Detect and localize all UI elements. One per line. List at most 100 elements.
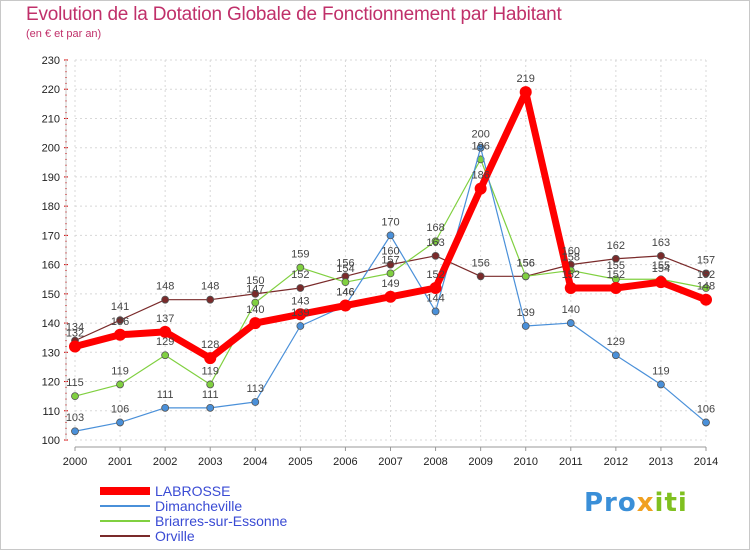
legend-label: Briarres-sur-Essonne [155, 513, 288, 529]
y-tick-label: 110 [42, 406, 60, 418]
data-point [294, 308, 307, 321]
data-point [431, 251, 440, 260]
data-label: 139 [517, 307, 535, 319]
data-point [71, 392, 79, 401]
data-point [611, 254, 620, 263]
x-tick-label: 2006 [333, 456, 357, 468]
data-label: 113 [247, 383, 265, 395]
legend-label: Orville [155, 528, 195, 544]
data-label: 160 [381, 246, 399, 258]
data-point [159, 325, 172, 338]
data-label: 152 [697, 269, 715, 281]
data-label: 132 [66, 327, 84, 339]
data-label: 159 [291, 249, 309, 261]
data-point [296, 263, 305, 272]
x-tick-label: 2010 [513, 456, 537, 468]
data-point [657, 380, 665, 389]
data-point [114, 328, 127, 341]
x-tick-label: 2001 [108, 456, 132, 468]
data-point [206, 295, 215, 304]
legend-item: LABROSSE [100, 483, 400, 499]
data-point [161, 295, 170, 304]
data-label: 156 [517, 257, 535, 269]
data-label: 129 [156, 336, 174, 348]
legend: LABROSSE Dimancheville Briarres-sur-Essonn… [100, 483, 400, 544]
data-label: 156 [517, 257, 535, 269]
data-label: 152 [607, 269, 625, 281]
data-label: 134 [66, 322, 84, 334]
data-label: 128 [201, 339, 219, 351]
data-label: 160 [562, 246, 580, 258]
legend-swatch [100, 487, 150, 495]
data-point [611, 351, 620, 360]
data-label: 168 [426, 222, 444, 234]
data-label: 119 [201, 365, 219, 377]
data-point [251, 289, 260, 298]
data-point [657, 251, 665, 260]
data-label: 111 [157, 389, 174, 401]
proxiti-logo: Proxiti [584, 488, 688, 518]
data-point [476, 272, 485, 281]
data-label: 119 [652, 365, 670, 377]
logo-part-2: x [636, 488, 655, 518]
data-point [341, 278, 350, 287]
data-label: 155 [607, 260, 625, 272]
data-point [71, 427, 79, 436]
data-label: 157 [381, 254, 399, 266]
data-point [251, 398, 260, 406]
data-label: 154 [336, 263, 354, 275]
data-label: 140 [562, 304, 580, 316]
logo-part-3: iti [654, 488, 688, 518]
chart-subtitle: (en € et par an) [26, 28, 102, 40]
data-label: 157 [697, 254, 715, 266]
data-point [566, 319, 575, 327]
y-tick-label: 100 [42, 435, 60, 447]
data-label: 149 [381, 278, 399, 290]
data-label: 136 [111, 316, 129, 328]
data-label: 103 [66, 412, 84, 424]
data-point [654, 276, 667, 289]
x-tick-label: 2014 [694, 456, 718, 468]
line-chart: 100 110 120 130 140 150 160 170 180 190 200 210 220 2… [42, 55, 719, 468]
legend-swatch [100, 520, 150, 522]
data-point [384, 290, 397, 303]
data-point [521, 322, 530, 330]
data-label: 156 [471, 257, 489, 269]
y-tick-label: 120 [42, 377, 60, 389]
data-label: 163 [652, 237, 670, 249]
data-point [116, 380, 124, 389]
data-label: 152 [562, 269, 580, 281]
data-label: 200 [471, 129, 489, 141]
data-label: 140 [246, 304, 264, 316]
data-label: 148 [697, 281, 715, 293]
data-label: 106 [697, 403, 715, 415]
data-label: 162 [607, 240, 625, 252]
chart-title: Evolution de la Dotation Globale de Fonc… [26, 4, 562, 25]
data-label: 148 [201, 281, 219, 293]
data-label: 129 [607, 336, 625, 348]
data-point [296, 322, 305, 330]
data-point [702, 269, 710, 278]
data-label: 196 [471, 140, 489, 152]
data-point [386, 260, 395, 269]
data-point [521, 272, 530, 281]
x-tick-label: 2009 [468, 456, 492, 468]
data-point [386, 269, 395, 278]
data-point [386, 231, 395, 240]
data-point [69, 340, 81, 353]
y-tick-label: 200 [42, 143, 60, 155]
data-point [474, 182, 487, 195]
logo-part-1: Pro [584, 488, 637, 518]
x-tick-label: 2000 [63, 456, 87, 468]
data-point [700, 293, 712, 306]
data-label: 137 [156, 313, 174, 325]
data-point [431, 307, 440, 316]
data-label: 148 [156, 281, 174, 293]
legend-label: LABROSSE [155, 483, 231, 499]
y-tick-label: 170 [42, 230, 60, 242]
x-tick-label: 2013 [649, 456, 673, 468]
data-label: 186 [471, 170, 489, 182]
data-label: 158 [562, 251, 580, 263]
